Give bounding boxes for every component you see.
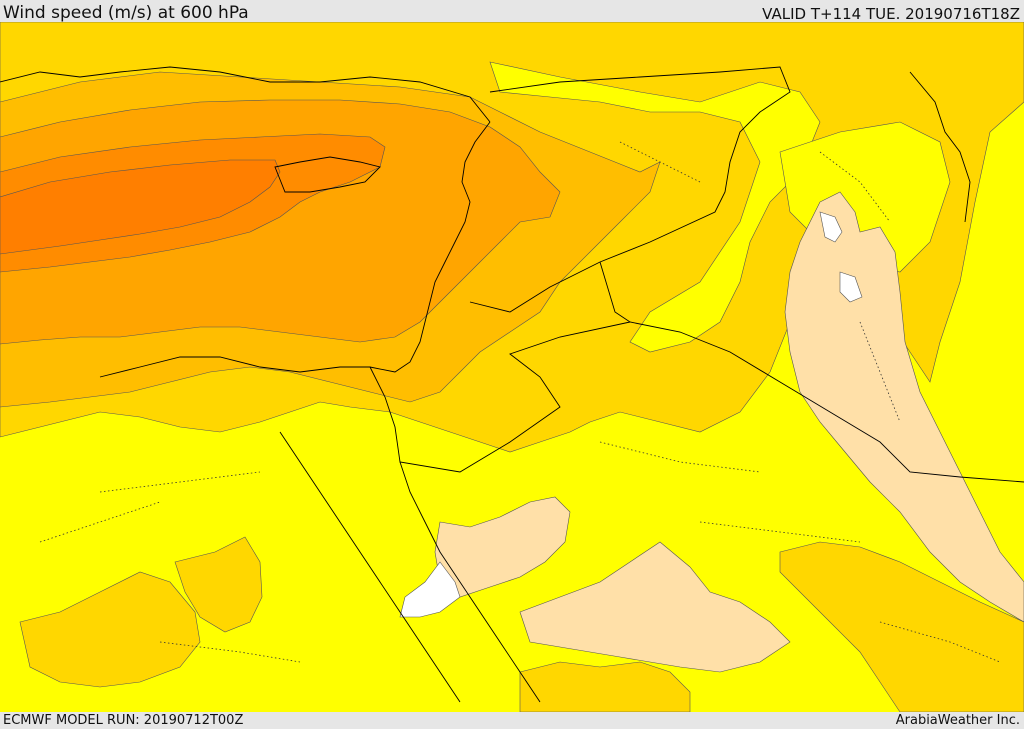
- internal-boundaries: [39, 141, 1001, 663]
- valid-time: VALID T+114 TUE. 20190716T18Z: [762, 5, 1020, 23]
- coastline-turkey: [0, 66, 491, 123]
- header-bar: Wind speed (m/s) at 600 hPa VALID T+114 …: [0, 0, 1024, 23]
- wind-band-1-mid: [174, 536, 263, 633]
- footer-bar: ECMWF MODEL RUN: 20190712T00Z ArabiaWeat…: [0, 712, 1024, 729]
- model-run-label: ECMWF MODEL RUN: 20190712T00Z: [3, 713, 244, 728]
- wind-band-1-south: [779, 541, 1024, 712]
- wind-speed-map-svg: [0, 22, 1024, 712]
- weather-map: [0, 22, 1024, 712]
- coastline-red-sea-east: [399, 461, 541, 703]
- coastline-levant: [99, 121, 491, 378]
- border-iraq-iran: [909, 71, 971, 223]
- map-title: Wind speed (m/s) at 600 hPa: [3, 3, 249, 23]
- border-egypt-israel: [369, 321, 631, 473]
- border-syria-iraq: [469, 66, 791, 313]
- wind-band-1-s2: [519, 661, 691, 712]
- border-jordan-saudi: [599, 261, 1024, 483]
- calm-zone-east: [784, 191, 1024, 623]
- wind-band-1-sw: [19, 571, 201, 688]
- calmest-zone: [399, 561, 461, 618]
- coastline-red-sea: [279, 431, 461, 703]
- calmest-zone-ne: [819, 211, 863, 303]
- cyprus: [274, 156, 381, 193]
- credit-label: ArabiaWeather Inc.: [895, 713, 1020, 728]
- wind-band-yellow-north: [489, 61, 821, 353]
- calm-zone-south-2: [519, 541, 791, 673]
- wind-band-5: [0, 159, 281, 255]
